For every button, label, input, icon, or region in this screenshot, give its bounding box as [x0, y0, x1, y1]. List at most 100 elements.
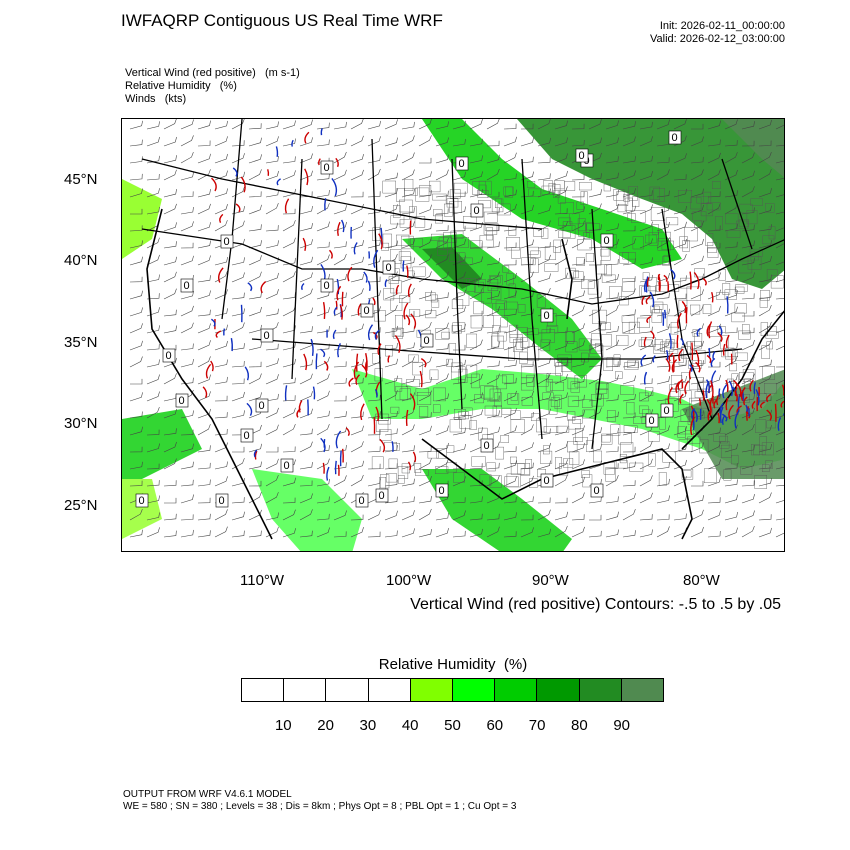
contour-label: 0: [439, 485, 445, 497]
county-cell: [725, 347, 735, 360]
county-cell: [568, 419, 581, 430]
wind-barb: [316, 458, 330, 470]
county-cell: [372, 227, 381, 242]
county-cell: [501, 407, 512, 415]
wind-barb: [707, 393, 721, 402]
county-cell: [435, 214, 443, 224]
county-cell: [429, 369, 439, 380]
county-cell: [555, 362, 563, 376]
wind-barb: [163, 155, 177, 164]
wind-barb: [707, 257, 721, 266]
wind-barb: [197, 340, 211, 351]
wind-barb: [486, 513, 500, 521]
wind-barb: [690, 395, 704, 402]
county-cell: [621, 315, 635, 323]
county-cell: [707, 247, 719, 258]
vertical-wind-contour: [690, 405, 695, 419]
wind-barb: [350, 203, 364, 215]
county-cell: [513, 339, 523, 352]
county-cell: [414, 463, 422, 473]
vertical-wind-contour: [691, 415, 695, 431]
county-cell: [430, 294, 438, 303]
county-cell: [578, 223, 587, 237]
wind-barb: [537, 119, 551, 130]
wind-barb: [231, 220, 245, 232]
wind-barb: [282, 509, 296, 521]
contour-label-box: [645, 413, 659, 428]
wind-barb: [775, 227, 784, 232]
vertical-wind-contour: [298, 400, 303, 413]
wind-barb: [639, 339, 653, 351]
wind-barb: [214, 461, 228, 470]
wind-barb: [384, 289, 398, 300]
vertical-wind-contour: [378, 233, 383, 250]
wind-barb: [520, 514, 534, 521]
vertical-wind-contour: [685, 307, 688, 324]
county-cell: [738, 219, 749, 227]
wind-barb: [350, 256, 364, 266]
wind-barb: [605, 137, 619, 147]
wind-barb: [724, 152, 738, 164]
contour-label: 0: [359, 495, 365, 507]
wind-barb: [129, 307, 143, 317]
wind-barb: [486, 241, 500, 249]
county-cell: [639, 392, 649, 402]
wind-barb: [758, 395, 772, 402]
wind-barb: [197, 169, 211, 181]
wind-barb: [707, 169, 721, 181]
wind-barb: [639, 492, 653, 504]
wind-barb: [571, 425, 585, 436]
wind-barb: [248, 306, 262, 317]
wind-barb: [146, 480, 160, 487]
county-cell: [740, 466, 753, 475]
colorbar-label: 70: [528, 717, 546, 734]
vertical-wind-contour: [710, 380, 714, 398]
wind-barb: [707, 361, 721, 368]
wind-barb: [333, 274, 347, 283]
county-cell: [600, 248, 610, 257]
colorbar-label: 50: [444, 717, 461, 734]
wind-barb: [333, 411, 347, 419]
wind-barb: [146, 237, 160, 249]
wind-barb: [299, 272, 313, 283]
wind-barb: [758, 188, 772, 198]
county-cell: [446, 198, 459, 208]
county-cell: [515, 337, 524, 350]
wind-barb: [724, 424, 738, 436]
vertical-wind-contour: [353, 242, 358, 255]
wind-barb: [197, 222, 211, 232]
wind-barb: [282, 305, 296, 317]
vertical-wind-contour: [749, 379, 754, 392]
wind-barb: [401, 207, 415, 215]
wind-barb: [316, 189, 330, 198]
wind-barb: [248, 123, 262, 130]
vertical-wind-contour: [719, 406, 724, 424]
wind-barb: [724, 342, 738, 351]
wind-barb: [299, 441, 313, 453]
wind-barb: [775, 298, 784, 300]
wind-barb: [554, 525, 568, 538]
wind-barb: [299, 326, 313, 334]
colorbar-cell: [453, 679, 496, 701]
county-cell: [483, 315, 494, 329]
wind-barb: [469, 427, 483, 436]
wind-barb: [384, 428, 398, 436]
wind-barb: [435, 343, 449, 351]
vertical-wind-contour: [698, 398, 701, 406]
county-cell: [720, 334, 729, 350]
county-cell: [606, 357, 620, 367]
contour-label: 0: [166, 350, 172, 362]
county-cell: [481, 292, 493, 304]
county-cell: [491, 333, 500, 348]
county-cell: [471, 373, 480, 389]
field-name: Vertical Wind (red positive): [125, 67, 256, 79]
county-cell: [650, 207, 665, 221]
vertical-wind-contour: [736, 383, 742, 398]
wind-barb: [605, 463, 619, 470]
vertical-wind-contour: [702, 390, 705, 401]
county-cell: [601, 433, 613, 445]
county-cell: [383, 288, 395, 301]
county-cell: [583, 232, 590, 239]
county-cell: [398, 475, 405, 484]
field-unit: (kts): [164, 93, 187, 105]
